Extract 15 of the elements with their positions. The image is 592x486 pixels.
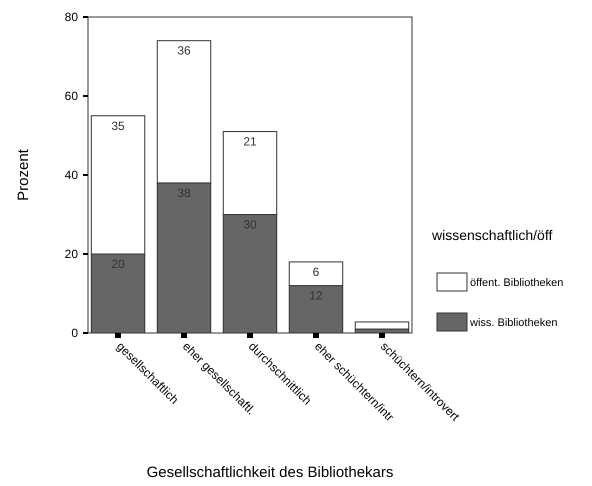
data-label: 21 bbox=[243, 134, 257, 149]
y-tick-label: 40 bbox=[64, 168, 78, 182]
legend-label: wiss. Bibliotheken bbox=[469, 316, 558, 329]
data-label: 36 bbox=[177, 44, 192, 58]
data-label: 35 bbox=[111, 118, 126, 133]
bar bbox=[354, 321, 410, 330]
y-tick-label: 80 bbox=[64, 10, 78, 24]
legend-label: öffent. Bibliotheken bbox=[470, 276, 564, 289]
y-axis-title: Prozent bbox=[15, 148, 32, 201]
y-tick-label: 20 bbox=[64, 247, 78, 262]
legend-title: wissenschaftlich/öff bbox=[431, 227, 552, 243]
y-tick-label: 0 bbox=[71, 326, 78, 340]
x-axis-title: Gesellschaftlichkeit des Bibliothekars bbox=[146, 464, 394, 481]
y-tick-label: 60 bbox=[64, 89, 78, 104]
data-label: 6 bbox=[312, 264, 320, 279]
